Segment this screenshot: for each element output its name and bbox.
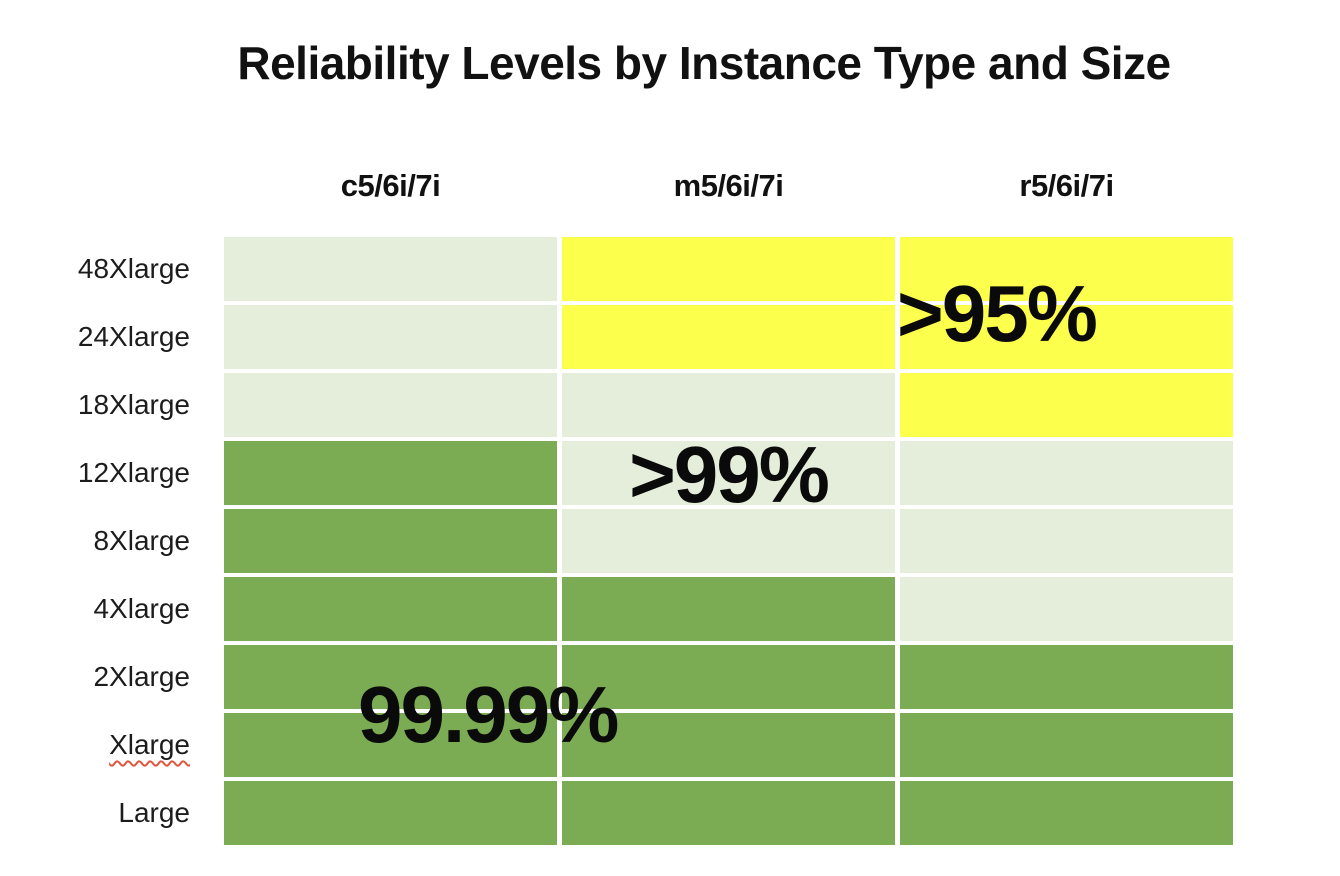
heatmap-cell (224, 713, 557, 777)
column-header: m5/6i/7i (673, 168, 784, 203)
row-label: Large (118, 797, 190, 828)
row-label: 4Xlarge (93, 593, 190, 624)
heatmap-cell (224, 645, 557, 709)
column-headers: c5/6i/7i m5/6i/7i r5/6i/7i (224, 168, 1233, 204)
chart-title: Reliability Levels by Instance Type and … (237, 37, 1171, 89)
heatmap-cell (562, 645, 895, 709)
row-label: 18Xlarge (77, 389, 190, 420)
heatmap-cell (562, 237, 895, 301)
heatmap-cell (224, 781, 557, 845)
heatmap-cell (224, 305, 557, 369)
row-label: 2Xlarge (93, 661, 190, 692)
column-header: r5/6i/7i (1019, 168, 1114, 203)
heatmap-cell (224, 577, 557, 641)
heatmap-cell (224, 441, 557, 505)
heatmap-cell (900, 305, 1233, 369)
heatmap-cell (900, 713, 1233, 777)
heatmap-cell (562, 305, 895, 369)
heatmap-cell (562, 509, 895, 573)
annotation-gt99: >99% (629, 430, 830, 519)
heatmap-grid (224, 237, 1233, 845)
row-label: Xlarge (109, 729, 190, 760)
heatmap-cell (562, 441, 895, 505)
heatmap-cell (562, 781, 895, 845)
heatmap-cell (562, 713, 895, 777)
row-label: 48Xlarge (77, 253, 190, 284)
row-label: 12Xlarge (77, 457, 190, 488)
row-labels: 48Xlarge 24Xlarge 18Xlarge 12Xlarge 8Xlarge 4… (0, 237, 190, 845)
heatmap-cell (562, 577, 895, 641)
heatmap-cell (224, 373, 557, 437)
column-header: c5/6i/7i (340, 168, 441, 203)
heatmap-cell (224, 509, 557, 573)
annotation-9999: 99.99% (358, 670, 619, 759)
annotation-gt95: >95% (897, 269, 1098, 358)
heatmap-cell (900, 509, 1233, 573)
heatmap-cell (224, 237, 557, 301)
heatmap-cell (900, 781, 1233, 845)
heatmap-cell (900, 441, 1233, 505)
heatmap-cell (562, 373, 895, 437)
heatmap-cell (900, 577, 1233, 641)
row-label: 24Xlarge (77, 321, 190, 352)
heatmap-cell (900, 237, 1233, 301)
row-label: 8Xlarge (93, 525, 190, 556)
heatmap-cell (900, 645, 1233, 709)
heatmap-cell (900, 373, 1233, 437)
